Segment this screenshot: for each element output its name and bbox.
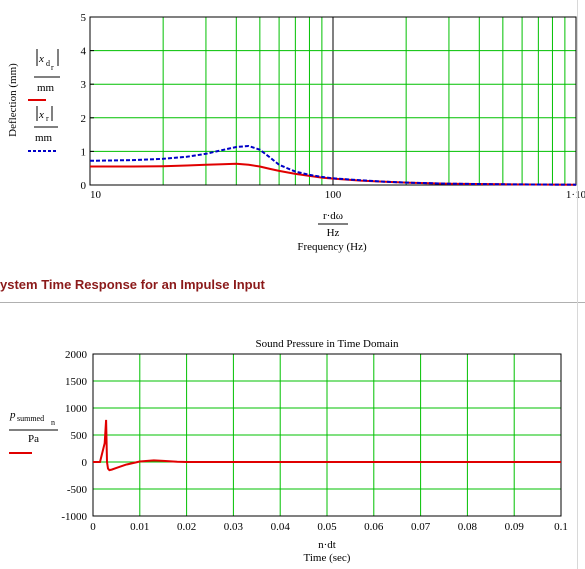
ylabel-pa: Pa: [28, 433, 39, 445]
deflection-y-tick-label: 5: [81, 12, 87, 24]
sound-pressure-y-tick-label: 0: [82, 457, 88, 469]
deflection-x-ticks: 10 100 1·10: [90, 189, 585, 201]
deflection-x-tick-label: 100: [325, 189, 342, 201]
deflection-y-ticks: 0 1 2 3 4 5: [81, 12, 94, 192]
sound-pressure-y-tick-label: 1000: [65, 403, 88, 415]
deflection-series: [89, 144, 577, 186]
deflection-y-tick-label: 0: [81, 180, 87, 192]
sound-pressure-x-tick-label: 0.04: [271, 521, 291, 533]
sound-pressure-x-tick-label: 0.02: [177, 521, 196, 533]
sound-pressure-x-tick-label: 0: [90, 521, 96, 533]
sound-pressure-y-tick-label: -1000: [61, 511, 87, 523]
legend-blue-sub: d: [46, 59, 50, 68]
sound-pressure-x-tick-label: 0.05: [317, 521, 337, 533]
sound-pressure-x-tick-label: 0.09: [505, 521, 525, 533]
section-title: ystem Time Response for an Impulse Input: [0, 277, 265, 292]
legend-blue-numerator: x: [38, 53, 44, 65]
deflection-plot-frame: [89, 16, 577, 186]
sound-pressure-series: [93, 419, 561, 472]
sound-pressure-x-tick-label: 0.06: [364, 521, 384, 533]
legend-red-denominator: mm: [35, 132, 53, 144]
sound-pressure-x-ticks: 0 0.01 0.02 0.03 0.04 0.05 0.06 0.07 0.08 0.09 0.1: [90, 521, 568, 533]
sound-pressure-y-ticks: -1000 -500 0 500 1000 1500 2000: [61, 349, 87, 523]
sound-pressure-plot-frame: [92, 353, 562, 517]
sound-pressure-x-tick-label: 0.01: [130, 521, 149, 533]
deflection-y-tick-label: 4: [81, 46, 87, 58]
sound-pressure-y-tick-label: 500: [71, 430, 88, 442]
deflection-x-tick-label: 1·10: [566, 189, 585, 201]
sound-pressure-y-tick-label: 1500: [65, 376, 88, 388]
section-divider: [0, 302, 585, 303]
sound-pressure-series-line: [93, 419, 561, 472]
sound-pressure-x-expr: n·dt: [318, 539, 336, 551]
ylabel-p: p: [9, 409, 16, 421]
deflection-y-tick-label: 3: [81, 79, 87, 91]
ylabel-n: n: [51, 418, 55, 427]
deflection-x-expr-numerator: r·dω: [323, 210, 343, 222]
deflection-series-line-blue: [89, 144, 577, 186]
sound-pressure-title: Sound Pressure in Time Domain: [255, 338, 399, 350]
deflection-chart: 0 1 2 3 4 5 10 100 1·10 Deflection (mm) x d r m…: [7, 12, 585, 253]
deflection-y-tick-label: 1: [81, 146, 87, 158]
sound-pressure-x-tick-label: 0.08: [458, 521, 478, 533]
sound-pressure-chart: Sound Pressure in Time Domain -1000 -500 0…: [9, 338, 568, 564]
sound-pressure-x-tick-label: 0.1: [554, 521, 568, 533]
legend-red-numerator: x: [38, 109, 44, 121]
legend-red-sub: r: [46, 114, 49, 123]
sound-pressure-y-tick-label: 2000: [65, 349, 88, 361]
page-edge-line: [577, 0, 578, 569]
deflection-x-tick-label: 10: [90, 189, 102, 201]
sound-pressure-legend: p summed n Pa: [9, 409, 58, 454]
legend-blue-denominator: mm: [37, 82, 55, 94]
deflection-x-expr-denominator: Hz: [327, 227, 340, 239]
sound-pressure-x-label: Time (sec): [304, 552, 351, 564]
deflection-grid: [90, 17, 576, 185]
sound-pressure-x-tick-label: 0.03: [224, 521, 244, 533]
deflection-legend: x d r mm x r mm: [28, 49, 60, 152]
sound-pressure-grid: [93, 354, 561, 516]
deflection-y-tick-label: 2: [81, 113, 87, 125]
deflection-series-line-red: [90, 162, 577, 186]
deflection-y-label: Deflection (mm): [7, 63, 19, 137]
sound-pressure-y-tick-label: -500: [67, 484, 88, 496]
legend-blue-subsub: r: [51, 63, 54, 72]
deflection-x-label: Frequency (Hz): [297, 241, 367, 253]
sound-pressure-x-tick-label: 0.07: [411, 521, 431, 533]
ylabel-summed: summed: [17, 414, 44, 423]
